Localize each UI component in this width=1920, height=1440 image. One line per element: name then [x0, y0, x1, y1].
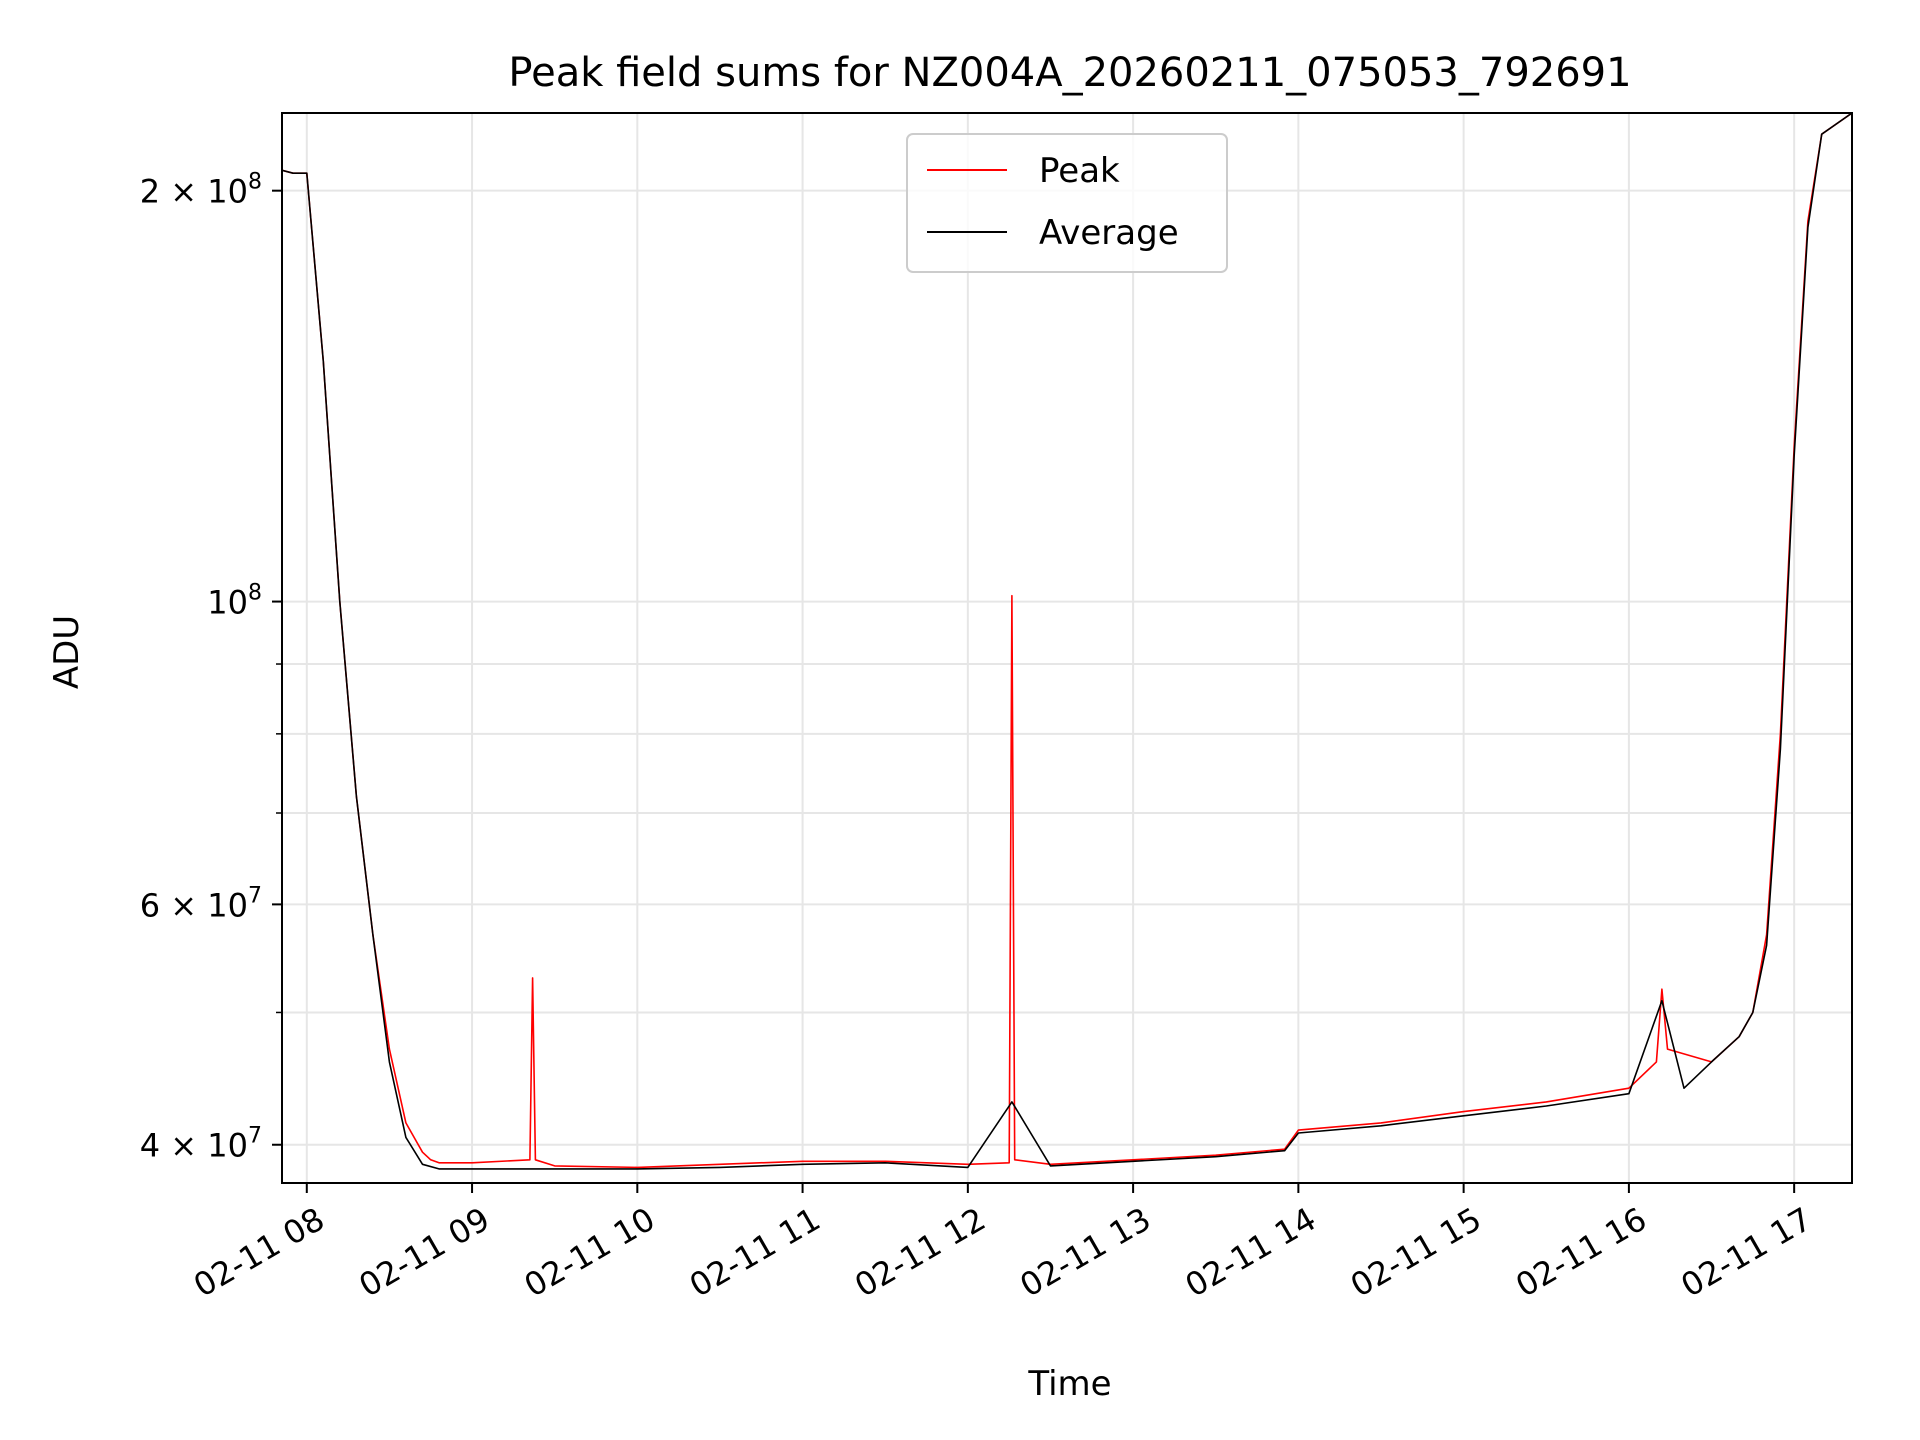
legend: Peak Average — [906, 133, 1228, 273]
y-tick-label-exponent: 8 — [248, 170, 262, 195]
plot-series-group — [282, 113, 1852, 1170]
series-line-average — [282, 113, 1852, 1170]
x-axis-label: Time — [1027, 1364, 1111, 1404]
axes-frame — [281, 112, 1853, 1184]
y-tick-label-base: 2 × 10 — [140, 173, 248, 211]
legend-label-peak: Peak — [1039, 151, 1120, 191]
y-tick-label-base: 6 × 10 — [140, 886, 248, 924]
y-axis-label: ADU — [47, 615, 87, 689]
chart-title: Peak field sums for NZ004A_20260211_0750… — [508, 50, 1631, 96]
y-tick-label-base: 10 — [207, 584, 248, 622]
y-tick-label-exponent: 7 — [248, 1124, 262, 1149]
y-tick-label-base: 4 × 10 — [140, 1127, 248, 1165]
y-tick-label: 2 × 108 — [140, 170, 262, 211]
y-tick-label: 4 × 107 — [140, 1124, 262, 1165]
legend-label-average: Average — [1039, 213, 1179, 253]
y-tick-label: 6 × 107 — [140, 883, 262, 924]
y-tick-label-exponent: 7 — [248, 883, 262, 908]
legend-box — [906, 133, 1228, 273]
y-tick-label-exponent: 8 — [248, 581, 262, 606]
y-tick-label: 108 — [207, 581, 262, 622]
